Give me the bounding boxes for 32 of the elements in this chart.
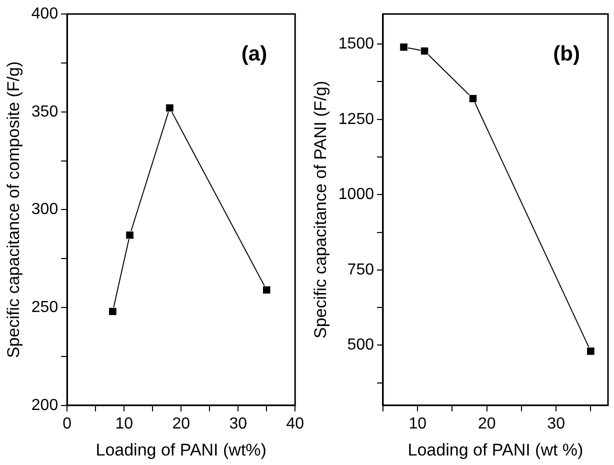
x-tick-label: 10 (115, 415, 134, 432)
x-axis-title: Loading of PANI (wt %) (408, 440, 584, 460)
x-tick-label: 10 (408, 415, 427, 432)
x-tick-label: 20 (478, 415, 496, 432)
y-tick-label: 350 (31, 103, 58, 120)
annotation: (b) (553, 42, 580, 66)
x-tick-label: 0 (62, 415, 72, 432)
point (400, 42, 408, 52)
x-tick-label: 30 (229, 415, 248, 432)
point (108, 307, 117, 316)
point (420, 46, 429, 56)
y-tick-label: 500 (347, 336, 374, 354)
y-tick-label: 750 (347, 261, 374, 278)
y-axis-title: Specific capacitance of composite (F/g) (4, 61, 23, 358)
point (166, 104, 174, 112)
point (468, 94, 478, 103)
point (126, 231, 134, 240)
y-tick-label: 1250 (338, 110, 374, 128)
point (586, 347, 595, 356)
x-tick-label: 40 (286, 415, 304, 432)
y-tick-label: 250 (31, 298, 58, 316)
y-tick-label: 1500 (338, 36, 374, 53)
point (262, 286, 271, 294)
x-axis-title: Loading of PANI (wt%) (96, 440, 266, 460)
y-axis-title: Specific capacitance of PANI (F/g) (310, 80, 330, 339)
x-tick-label: 30 (547, 415, 566, 432)
x-tick-label: 20 (172, 415, 190, 432)
annotation: (a) (241, 42, 268, 66)
y-tick-label: 400 (31, 5, 58, 22)
y-tick-label: 200 (31, 396, 58, 414)
y-tick-label: 1000 (338, 186, 374, 204)
y-tick-label: 300 (31, 201, 58, 218)
